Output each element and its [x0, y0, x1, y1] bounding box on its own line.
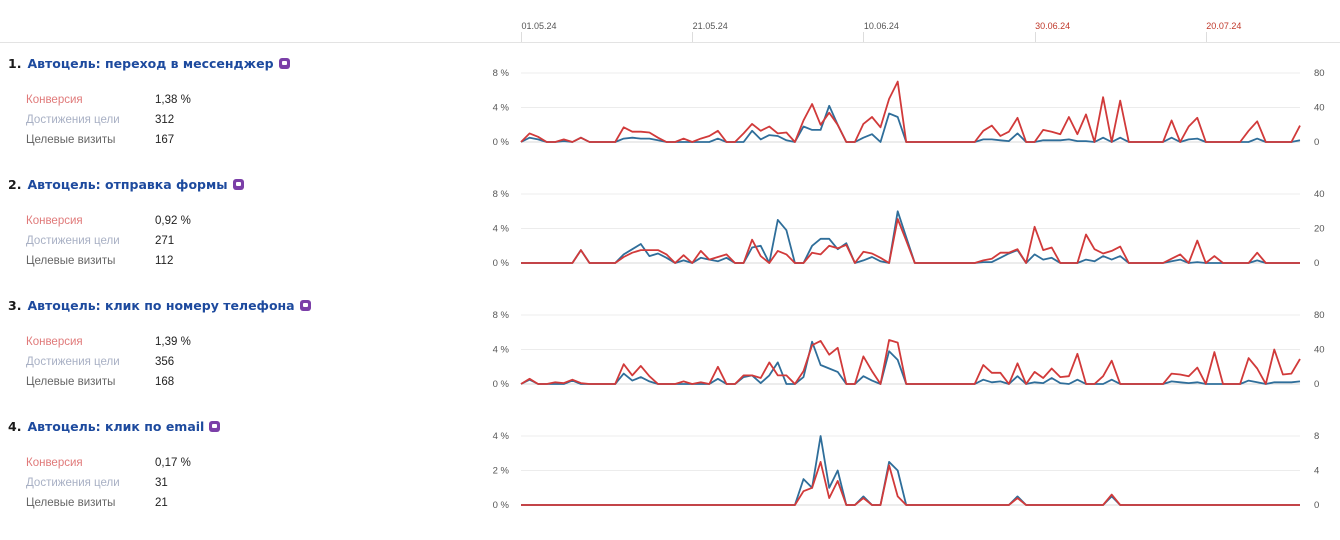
right-axis-tick: 80	[1314, 68, 1325, 79]
metric-value: 31	[155, 477, 168, 489]
metric-label: Целевые визиты	[26, 134, 116, 146]
right-axis-tick: 40	[1314, 189, 1325, 200]
right-axis-tick: 20	[1314, 224, 1325, 235]
visits-line	[520, 340, 1301, 385]
right-axis-tick: 0	[1314, 137, 1319, 148]
metric-label: Конверсия	[26, 215, 83, 227]
right-axis-tick: 40	[1314, 103, 1325, 114]
right-axis-tick: 80	[1314, 310, 1325, 321]
metric-visits: Целевые визиты 167	[26, 134, 174, 146]
goal-name-link[interactable]: Автоцель: клик по email	[27, 419, 205, 434]
left-axis-tick: 0 %	[493, 500, 510, 511]
left-axis-tick: 8 %	[493, 189, 510, 200]
metric-reaches: Достижения цели 271	[26, 235, 174, 247]
metric-label: Целевые визиты	[26, 497, 116, 509]
date-label: 10.06.24	[863, 21, 899, 31]
metric-label: Достижения цели	[26, 114, 120, 126]
goal-block: 2. Автоцель: отправка формы Конверсия 0,9…	[0, 177, 480, 298]
visits-line	[521, 435, 1300, 506]
date-label: 21.05.24	[692, 21, 728, 31]
goal-name-link[interactable]: Автоцель: клик по номеру телефона	[27, 298, 295, 313]
goal-block: 4. Автоцель: клик по email Конверсия 0,17…	[0, 419, 480, 540]
goal-title[interactable]: 1. Автоцель: переход в мессенджер	[8, 56, 290, 71]
metric-label: Достижения цели	[26, 356, 120, 368]
left-axis-tick: 4 %	[493, 345, 510, 356]
left-axis-tick: 2 %	[493, 466, 510, 477]
metric-value: 1,38 %	[155, 94, 191, 106]
metric-label: Достижения цели	[26, 235, 120, 247]
left-axis-tick: 4 %	[493, 224, 510, 235]
goal-number: 4.	[8, 419, 22, 434]
right-axis-tick: 0	[1314, 500, 1319, 511]
right-axis-tick: 0	[1314, 379, 1319, 390]
conversion-line	[521, 218, 1300, 264]
metric-value: 167	[155, 134, 175, 146]
goal-title[interactable]: 4. Автоцель: клик по email	[8, 419, 221, 434]
goal-title[interactable]: 3. Автоцель: клик по номеру телефона	[8, 298, 311, 313]
left-axis-tick: 4 %	[493, 103, 510, 114]
metric-value: 1,39 %	[155, 336, 191, 348]
right-axis-tick: 40	[1314, 345, 1325, 356]
date-tick	[1034, 32, 1036, 42]
goal-name-link[interactable]: Автоцель: отправка формы	[27, 177, 228, 192]
metric-value: 0,17 %	[155, 457, 191, 469]
goal-block: 1. Автоцель: переход в мессенджер Конвер…	[0, 56, 480, 177]
metric-reaches: Достижения цели 356	[26, 356, 174, 368]
date-label: 30.06.24	[1035, 21, 1071, 31]
goal-number: 1.	[8, 56, 22, 71]
form-icon	[232, 179, 244, 190]
date-label: 01.05.24	[521, 21, 557, 31]
metric-label: Конверсия	[26, 94, 83, 106]
phone-icon	[299, 300, 311, 311]
email-icon	[209, 421, 221, 432]
timeline-header: 01.05.24 21.05.24 10.06.24 30.06.24 20.07.24	[0, 0, 1340, 43]
metric-value: 312	[155, 114, 175, 126]
metric-conversion: Конверсия 0,92 %	[26, 215, 191, 227]
left-axis-tick: 4 %	[493, 431, 510, 442]
metric-visits: Целевые визиты 21	[26, 497, 168, 509]
metric-conversion: Конверсия 1,38 %	[26, 94, 191, 106]
conversion-line	[520, 339, 1301, 385]
metric-value: 21	[155, 497, 168, 509]
metric-label: Конверсия	[26, 336, 83, 348]
date-tick	[521, 32, 522, 42]
left-axis-tick: 0 %	[493, 258, 510, 269]
date-tick	[863, 32, 865, 42]
goal-number: 3.	[8, 298, 22, 313]
conversion-line	[520, 80, 1301, 143]
metric-reaches: Достижения цели 31	[26, 477, 168, 489]
metric-label: Целевые визиты	[26, 255, 116, 267]
metric-visits: Целевые визиты 112	[26, 255, 173, 267]
visits-line	[520, 104, 1301, 143]
metric-value: 0,92 %	[155, 215, 191, 227]
goal-title[interactable]: 2. Автоцель: отправка формы	[8, 177, 244, 192]
left-axis-tick: 8 %	[493, 310, 510, 321]
metric-conversion: Конверсия 1,39 %	[26, 336, 191, 348]
goal-name-link[interactable]: Автоцель: переход в мессенджер	[27, 56, 274, 71]
metric-label: Конверсия	[26, 457, 83, 469]
date-tick	[1205, 32, 1207, 42]
metric-value: 356	[155, 356, 175, 368]
goal-block: 3. Автоцель: клик по номеру телефона Кон…	[0, 298, 480, 419]
left-axis-tick: 0 %	[493, 137, 510, 148]
metric-value: 271	[155, 235, 175, 247]
goal-number: 2.	[8, 177, 22, 192]
metric-reaches: Достижения цели 312	[26, 114, 174, 126]
messenger-icon	[278, 58, 290, 69]
right-axis-tick: 4	[1314, 466, 1319, 477]
metric-conversion: Конверсия 0,17 %	[26, 457, 191, 469]
metric-label: Достижения цели	[26, 477, 120, 489]
metric-visits: Целевые визиты 168	[26, 376, 174, 388]
conversion-line	[521, 460, 1300, 506]
right-axis-tick: 8	[1314, 431, 1319, 442]
right-axis-tick: 0	[1314, 258, 1319, 269]
date-tick	[692, 32, 694, 42]
date-label: 20.07.24	[1206, 21, 1242, 31]
left-axis-tick: 8 %	[493, 68, 510, 79]
left-axis-tick: 0 %	[493, 379, 510, 390]
metric-value: 112	[155, 255, 174, 267]
metric-value: 168	[155, 376, 175, 388]
metric-label: Целевые визиты	[26, 376, 116, 388]
visits-line	[521, 210, 1300, 264]
